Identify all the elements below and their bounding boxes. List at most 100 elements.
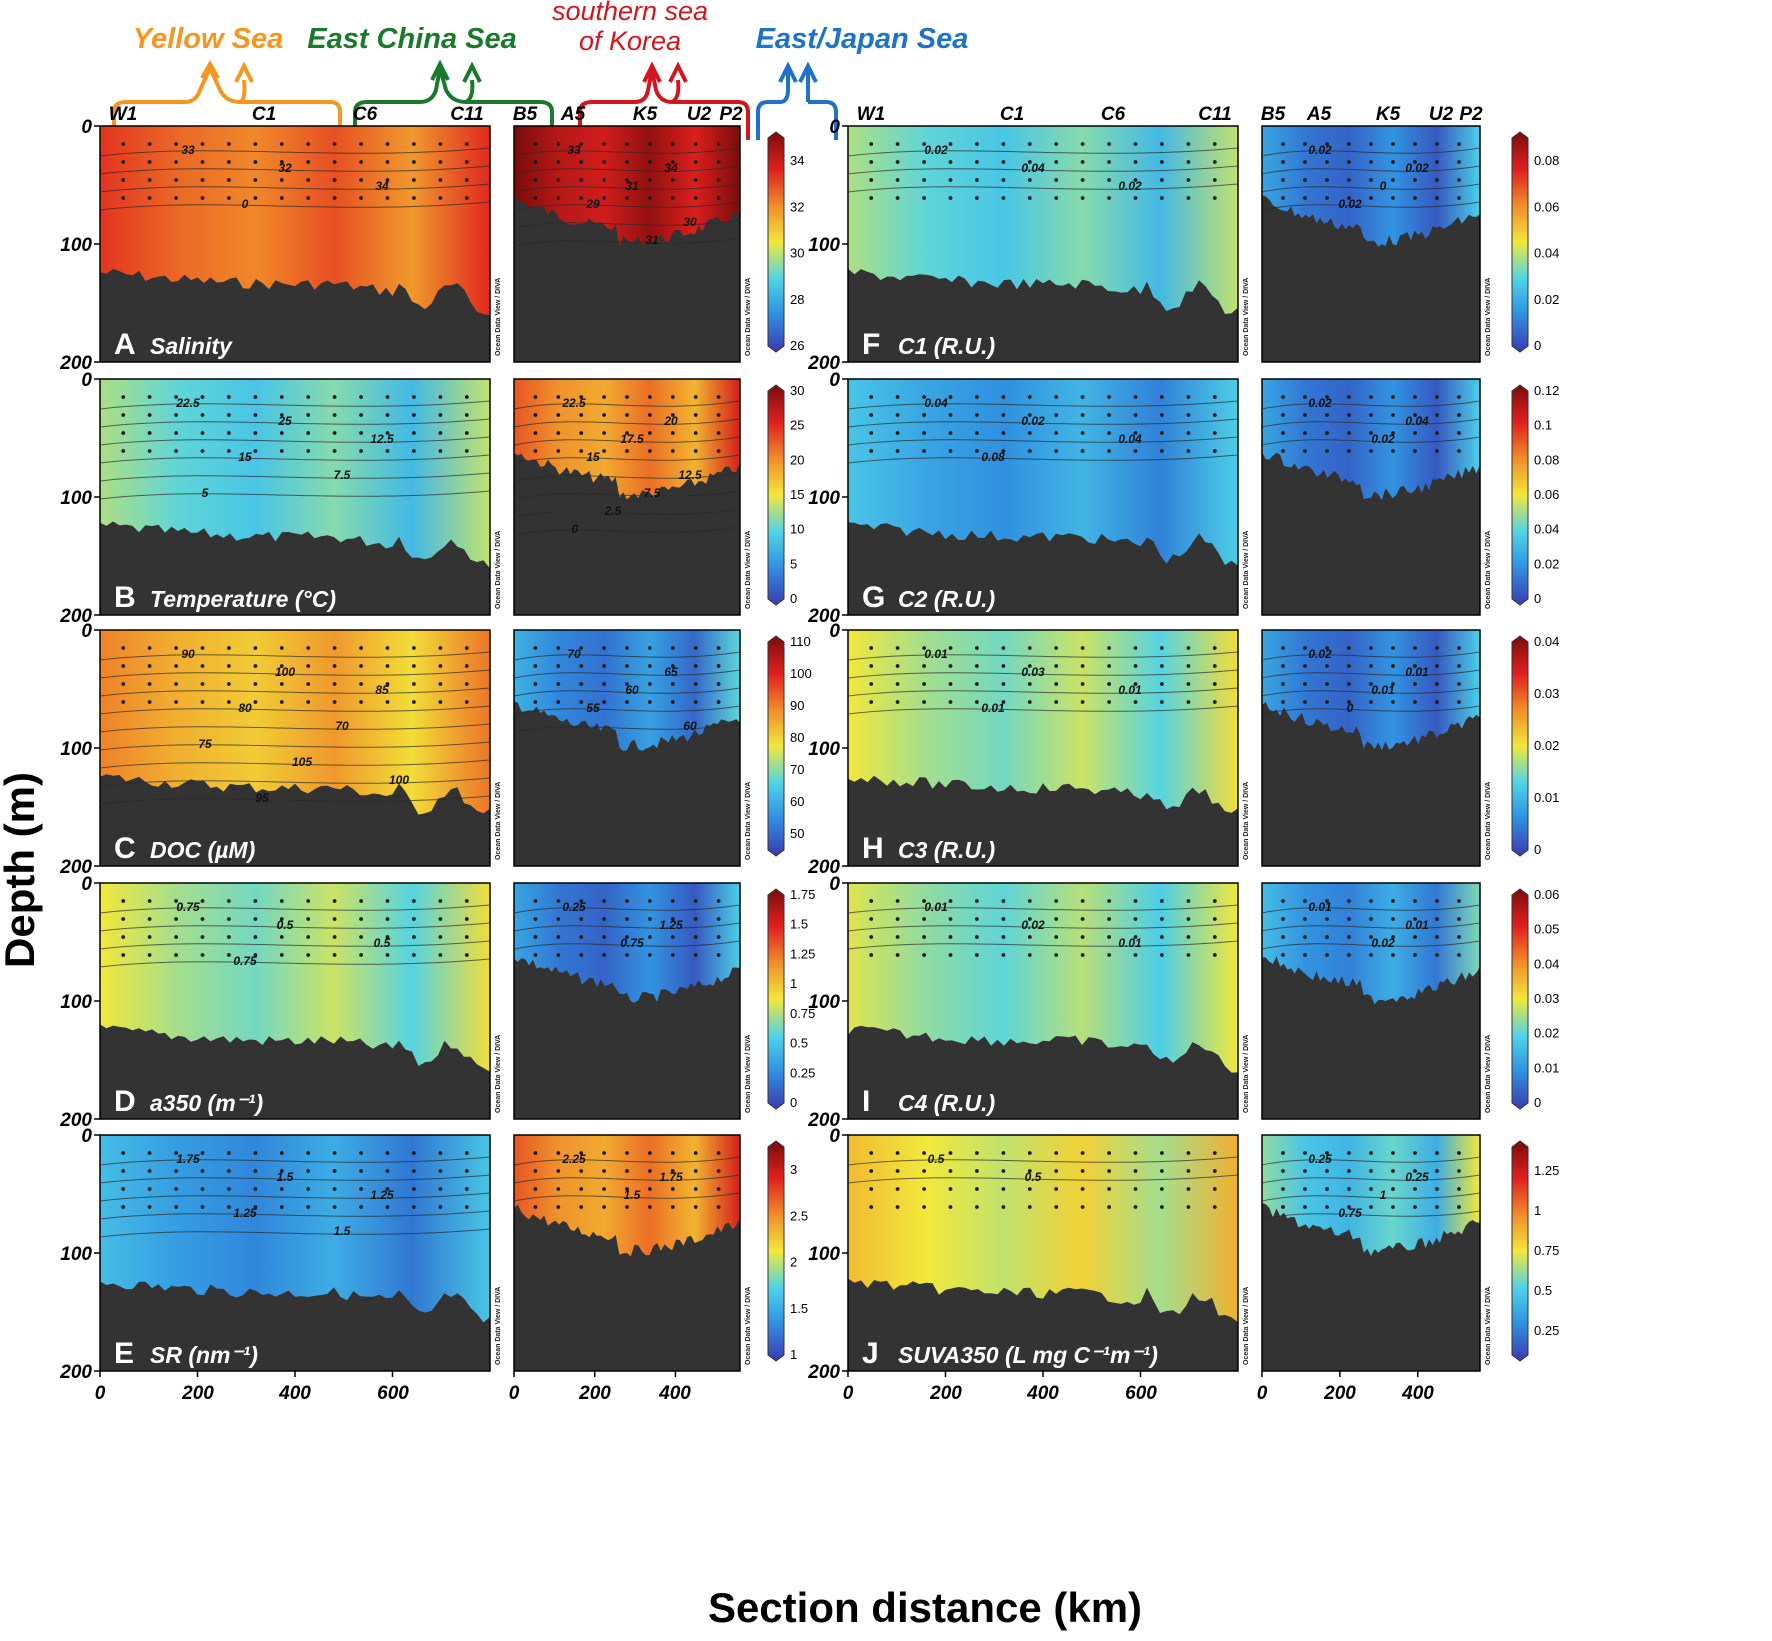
station-dot (1369, 1187, 1373, 1191)
station-dot (556, 413, 561, 417)
x-tick-label: 0 (509, 1383, 520, 1404)
station-dot (1435, 917, 1439, 921)
station-dot (1281, 953, 1285, 957)
station-dot (279, 1151, 284, 1155)
seafloor-w (848, 268, 1238, 362)
contour-line (513, 669, 741, 679)
station-dot (1054, 682, 1059, 686)
contour-line (99, 418, 491, 428)
contour-line (847, 687, 1239, 697)
panel-letter: J (862, 1337, 879, 1370)
station-dot (306, 160, 311, 164)
station-dot (412, 1151, 416, 1155)
y-tick-label: 100 (808, 739, 840, 760)
station-dot (1457, 1187, 1461, 1191)
station-dot (1107, 700, 1111, 704)
station-dot (948, 395, 953, 399)
station-dot (556, 899, 561, 903)
station-dot (200, 664, 205, 668)
y-tick-label: 0 (81, 370, 92, 391)
station-dot (253, 953, 258, 957)
y-tick-label: 100 (808, 992, 840, 1013)
station-dot (948, 1151, 953, 1155)
station-dot (147, 142, 152, 146)
colorbar-tick-label: 0.02 (1534, 1026, 1559, 1041)
station-dot (253, 196, 258, 200)
contour-line (513, 705, 741, 715)
station-dot (556, 178, 561, 182)
contour-line (99, 1228, 491, 1238)
station-dot (1281, 700, 1285, 704)
station-dot (1303, 413, 1307, 417)
station-dot (306, 1187, 311, 1191)
station-dot (1160, 1151, 1164, 1155)
station-dot (1133, 700, 1138, 704)
station-dot (869, 700, 874, 704)
station-dot (1107, 664, 1111, 668)
contour-label: 55 (586, 701, 600, 715)
station-dot (1391, 413, 1395, 417)
station-dot (385, 953, 390, 957)
contour-label: 0.75 (1338, 1206, 1362, 1220)
station-dot (1435, 1205, 1439, 1209)
station-dot (1369, 935, 1373, 939)
station-dot (1080, 646, 1085, 650)
station-dot (1001, 682, 1006, 686)
colorbar-tick-label: 0.08 (1534, 153, 1559, 168)
station-dot (412, 917, 416, 921)
station-dot (227, 178, 231, 182)
y-tick-label: 200 (807, 1110, 840, 1131)
station-dot (1001, 664, 1006, 668)
station-dot (556, 1169, 561, 1173)
station-dot (869, 1169, 874, 1173)
station-dot (174, 664, 179, 668)
station-dot (1325, 395, 1329, 399)
station-dot (253, 664, 258, 668)
station-dot (1281, 682, 1285, 686)
panel-A: 33 32 34 0 Ocean Data View / DIVA 33 34 31 29 30 3… (59, 104, 804, 374)
bracket-yellow-sea-arrow2 (234, 61, 254, 104)
colorbar-tick-label: 0.01 (1534, 1060, 1559, 1075)
station-dot (648, 682, 652, 686)
contour-label: 0.01 (1118, 683, 1142, 697)
station-dot (1027, 700, 1032, 704)
station-dot (922, 1205, 926, 1209)
station-dot (306, 899, 311, 903)
station-dot (1369, 682, 1373, 686)
station-dot (1160, 1187, 1164, 1191)
station-dot (385, 682, 390, 686)
station-dot (121, 160, 126, 164)
station-dot (174, 953, 179, 957)
station-dot (306, 142, 311, 146)
station-dot (1001, 160, 1006, 164)
station-dot (1457, 664, 1461, 668)
station-dot (1281, 935, 1285, 939)
station-dot (716, 682, 721, 686)
station-dot (1303, 682, 1307, 686)
station-dot (1133, 1205, 1138, 1209)
panel-letter: A (114, 328, 136, 361)
station-dot (895, 700, 900, 704)
panel-I: 0.01 0.02 0.01 Ocean Data View / DIVA 0.01 0.… (807, 874, 1559, 1131)
station-dot (1186, 664, 1191, 668)
station-dot (625, 449, 629, 453)
station-dot (332, 664, 337, 668)
station-dot (438, 899, 443, 903)
station-dot (174, 196, 179, 200)
station-dot (670, 953, 675, 957)
station-dot (670, 196, 675, 200)
seafloor-e (514, 958, 740, 1119)
station-dot (948, 178, 953, 182)
contour-label: 1.5 (624, 1188, 641, 1202)
station-dot (1325, 413, 1329, 417)
contour-line (1261, 1210, 1481, 1220)
station-dot (1212, 700, 1217, 704)
frame-e (513, 378, 741, 616)
station-dot (306, 700, 311, 704)
station-dot (147, 917, 152, 921)
contour-label: 12.5 (678, 468, 702, 482)
station-dot (975, 899, 979, 903)
station-dot (359, 1169, 363, 1173)
station-dot (279, 935, 284, 939)
